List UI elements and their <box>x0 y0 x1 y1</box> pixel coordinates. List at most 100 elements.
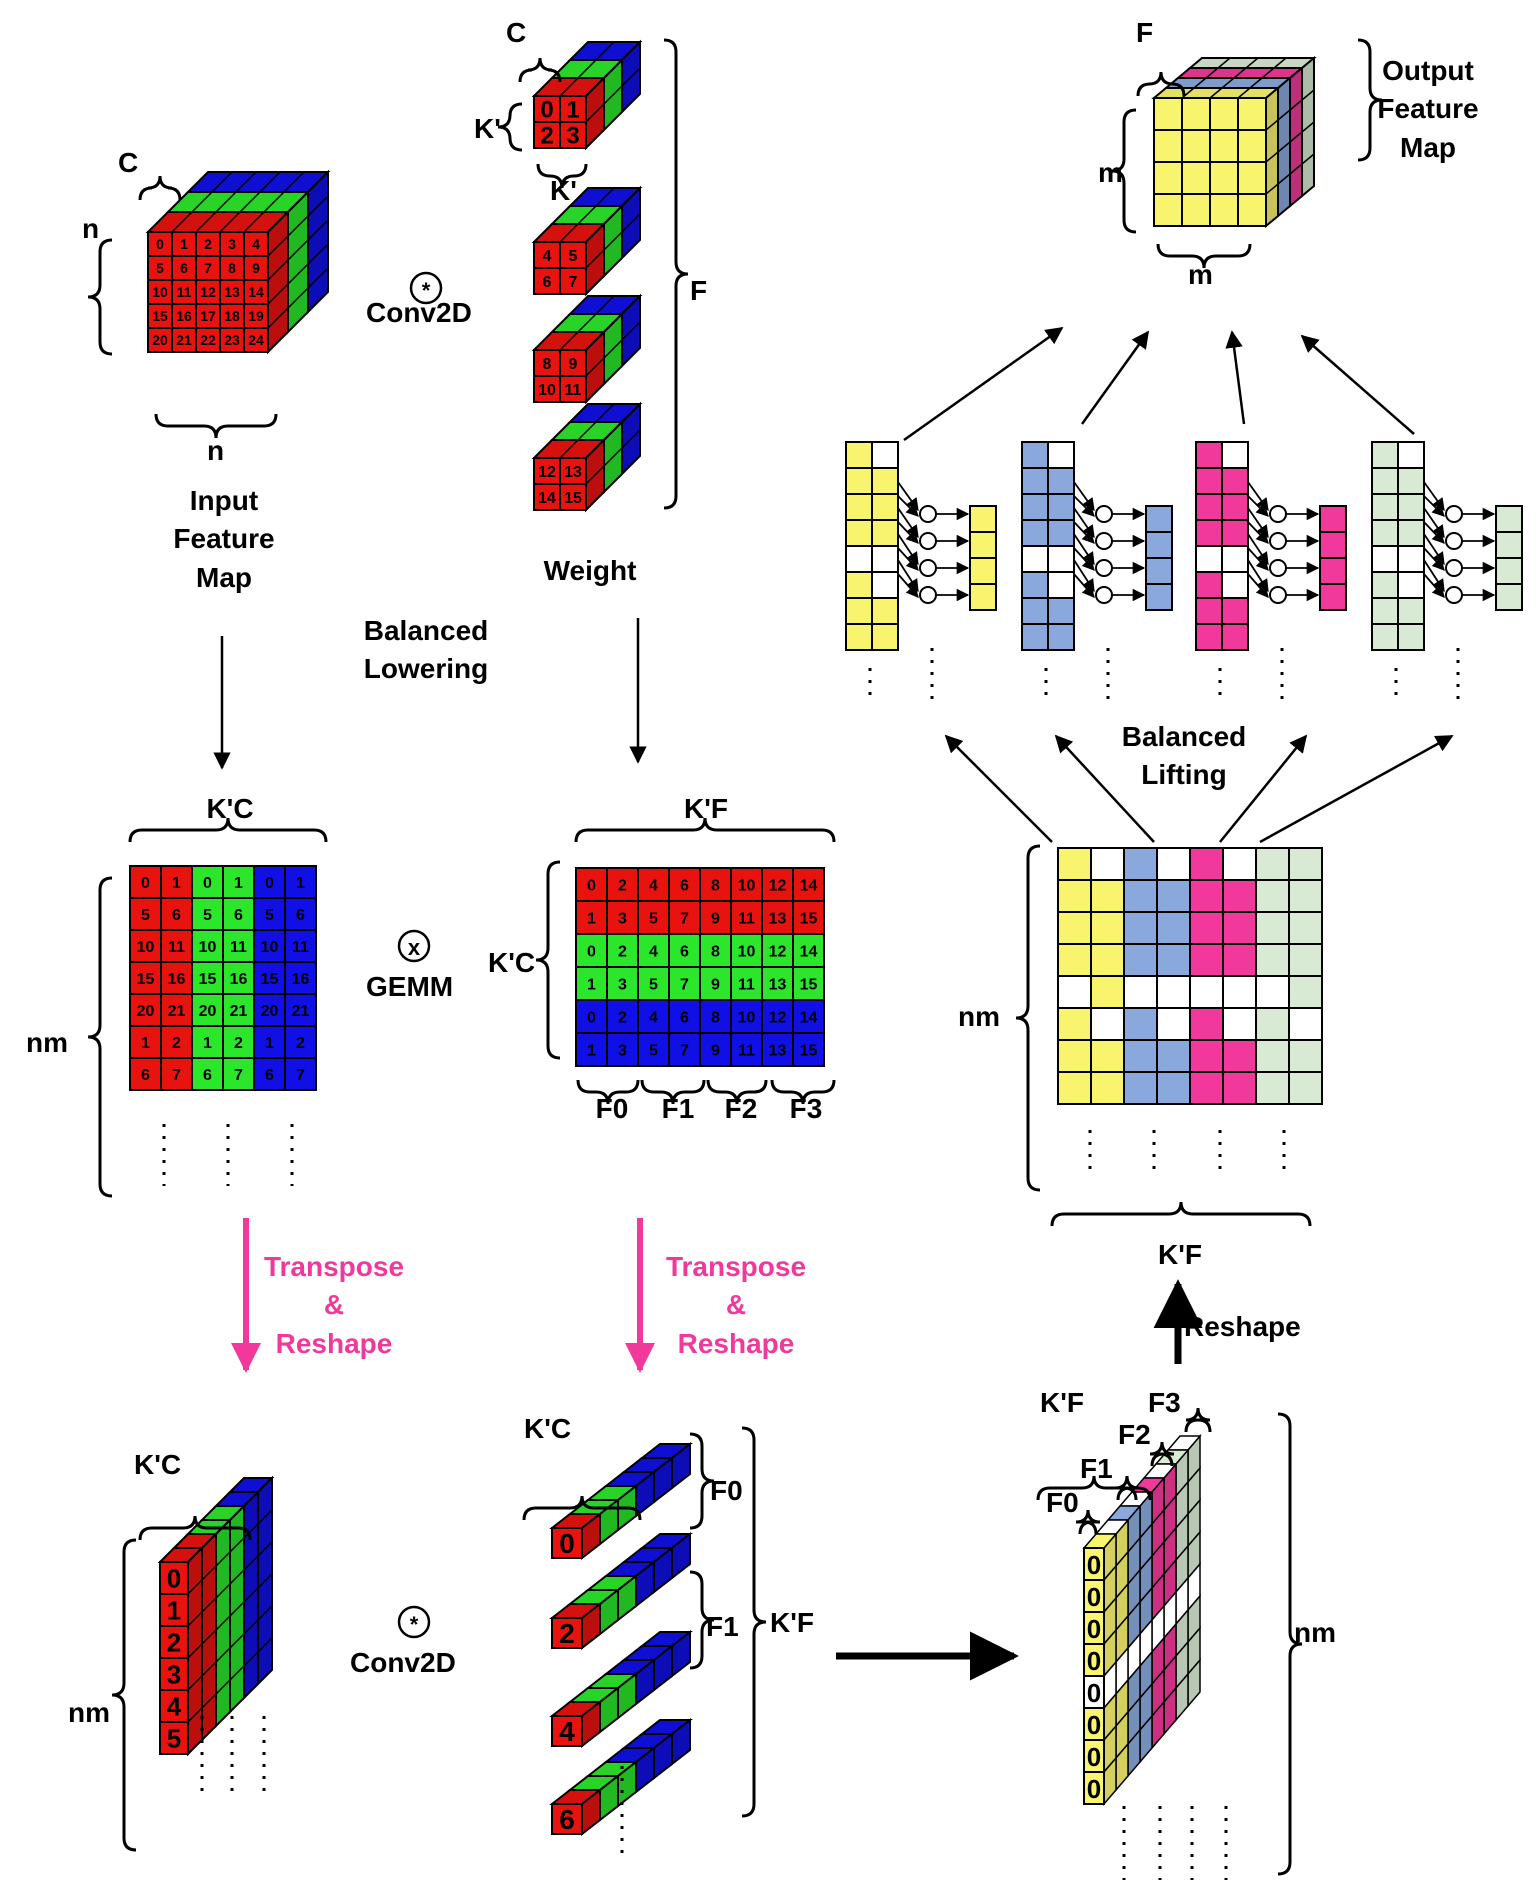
bm-kc-brace <box>522 1495 642 1521</box>
lowered-weight-matrix-value: 12 <box>769 877 787 894</box>
svg-text:*: * <box>410 1612 419 1637</box>
lowered-weight-matrix-value: 7 <box>680 976 689 993</box>
weight-f-brace <box>663 38 689 510</box>
br-f3-label: F3 <box>1148 1387 1181 1418</box>
input-title-3: Map <box>196 562 252 593</box>
reshape-matrix-cell <box>1090 847 1125 881</box>
weight-kernel-cube-value: 11 <box>565 382 582 399</box>
asterisk-circle-icon: * <box>397 1605 431 1639</box>
summed-cell <box>1495 583 1523 611</box>
result-cube-value: 0 <box>1087 1614 1101 1644</box>
input-feature-cube-value: 6 <box>180 260 188 276</box>
input-n-bottom-label: n <box>207 435 224 466</box>
filter-label-f2: F2 <box>725 1093 758 1124</box>
lowered-input-matrix-value: 5 <box>265 907 274 924</box>
lifting-column-group <box>1021 441 1173 651</box>
lowered-input-matrix-cell <box>160 1057 193 1091</box>
summed-cell <box>969 557 997 585</box>
weight-kernel-cube-cell <box>533 241 561 269</box>
out-m-bottom-brace <box>1156 243 1252 269</box>
lowered-weight-matrix-cell <box>668 1032 701 1067</box>
output-feature-cube-edge <box>1289 99 1303 111</box>
input-feature-cube-edge <box>243 211 265 233</box>
lowered-input-matrix-value: 2 <box>172 1035 181 1052</box>
lifting-cell <box>1221 441 1249 469</box>
lowered-weight-matrix-value: 5 <box>649 910 658 927</box>
sum-input-arrow <box>1247 547 1269 571</box>
reshape-matrix-cell <box>1123 1071 1158 1105</box>
lifting-cell <box>1195 623 1223 651</box>
lowered-input-matrix-cell <box>222 961 255 995</box>
filter-label-f3: F3 <box>790 1093 823 1124</box>
lowered-input-matrix-value: 6 <box>141 1067 150 1084</box>
lowered-weight-matrix-value: 0 <box>587 877 596 894</box>
weight-kernel-cube-value: 3 <box>566 123 579 150</box>
reshape-matrix-cell <box>1057 911 1092 945</box>
br-f0-label: F0 <box>1046 1487 1079 1518</box>
reshape-matrix-cell <box>1255 975 1290 1009</box>
sum-input-arrow <box>1423 521 1445 544</box>
lowered-weight-matrix-value: 8 <box>711 1009 720 1026</box>
reshape-matrix-cell <box>1156 847 1191 881</box>
weight-kernel-cube-cell <box>559 121 587 149</box>
lifting-cell <box>845 571 873 599</box>
lowered-input-matrix-value: 1 <box>265 1035 274 1052</box>
weight-kernel-cube-cell <box>533 457 561 485</box>
sum-input-arrow <box>1073 573 1095 598</box>
input-feature-cube-value: 7 <box>204 260 212 276</box>
lowered-weight-matrix-cell <box>668 966 701 1001</box>
lowered-input-matrix-value: 6 <box>234 907 243 924</box>
plus-circle-icon <box>1095 532 1113 550</box>
output-feature-cube-edge <box>1249 77 1263 89</box>
plus-circle-icon <box>919 532 937 550</box>
input-feature-cube-value: 11 <box>177 284 192 300</box>
output-feature-cube-edge <box>1209 87 1223 99</box>
lifting-cell <box>1371 545 1399 573</box>
lifting-cell <box>1047 441 1075 469</box>
weight-kernel-cube-value: 6 <box>543 274 552 291</box>
transposed-input-cube-edge <box>229 1537 245 1553</box>
weight-kernel-cube-cell <box>559 95 587 123</box>
summed-cell <box>1145 557 1173 585</box>
lowered-input-matrix-value: 1 <box>141 1035 150 1052</box>
weight-kernel-cube-edge <box>595 403 615 423</box>
input-feature-cube-value: 5 <box>156 260 164 276</box>
input-feature-cube-value: 23 <box>224 332 240 348</box>
input-feature-cube-edge <box>287 239 309 261</box>
reshape-matrix-cell <box>1255 911 1290 945</box>
input-feature-cube-value: 1 <box>180 236 188 252</box>
weight-kernel-cube-cell <box>533 375 561 403</box>
reshape-matrix-cell <box>1156 1007 1191 1041</box>
input-feature-cube-edge <box>171 211 193 233</box>
lowered-input-matrix-value: 1 <box>172 875 181 892</box>
conv-bottom-label: Conv2D <box>350 1647 456 1678</box>
reshape-matrix-cell <box>1255 879 1290 913</box>
lifting-cell <box>1221 545 1249 573</box>
lowered-input-matrix-cell <box>284 929 317 963</box>
lowered-input-matrix-cell <box>129 1025 162 1059</box>
lowered-weight-matrix-cell <box>637 900 670 935</box>
reshape-matrix-cell <box>1123 975 1158 1009</box>
output-feature-cube-cell <box>1237 161 1267 195</box>
lowered-input-matrix-value: 20 <box>137 1003 155 1020</box>
lifting-cell <box>1371 493 1399 521</box>
out-f-brace <box>1136 71 1186 97</box>
lowered-weight-matrix-value: 12 <box>769 943 787 960</box>
input-feature-cube-value: 0 <box>156 236 164 252</box>
svg-text:x: x <box>408 935 421 960</box>
weight-kernel-cube-edge <box>577 313 597 333</box>
lowered-input-matrix-value: 2 <box>234 1035 243 1052</box>
transposed-weight-cube: 6 <box>549 1717 693 1837</box>
reshape-matrix-cell <box>1255 943 1290 977</box>
lowered-input-matrix-value: 1 <box>203 1035 212 1052</box>
weight-kernel-cube-value: 1 <box>566 97 579 124</box>
rm-kf-label: K'F <box>1158 1239 1202 1270</box>
input-feature-cube-edge <box>307 267 329 289</box>
output-feature-cube <box>1151 55 1317 229</box>
output-arrow <box>1080 330 1150 425</box>
result-cube-value: 0 <box>1087 1742 1101 1772</box>
